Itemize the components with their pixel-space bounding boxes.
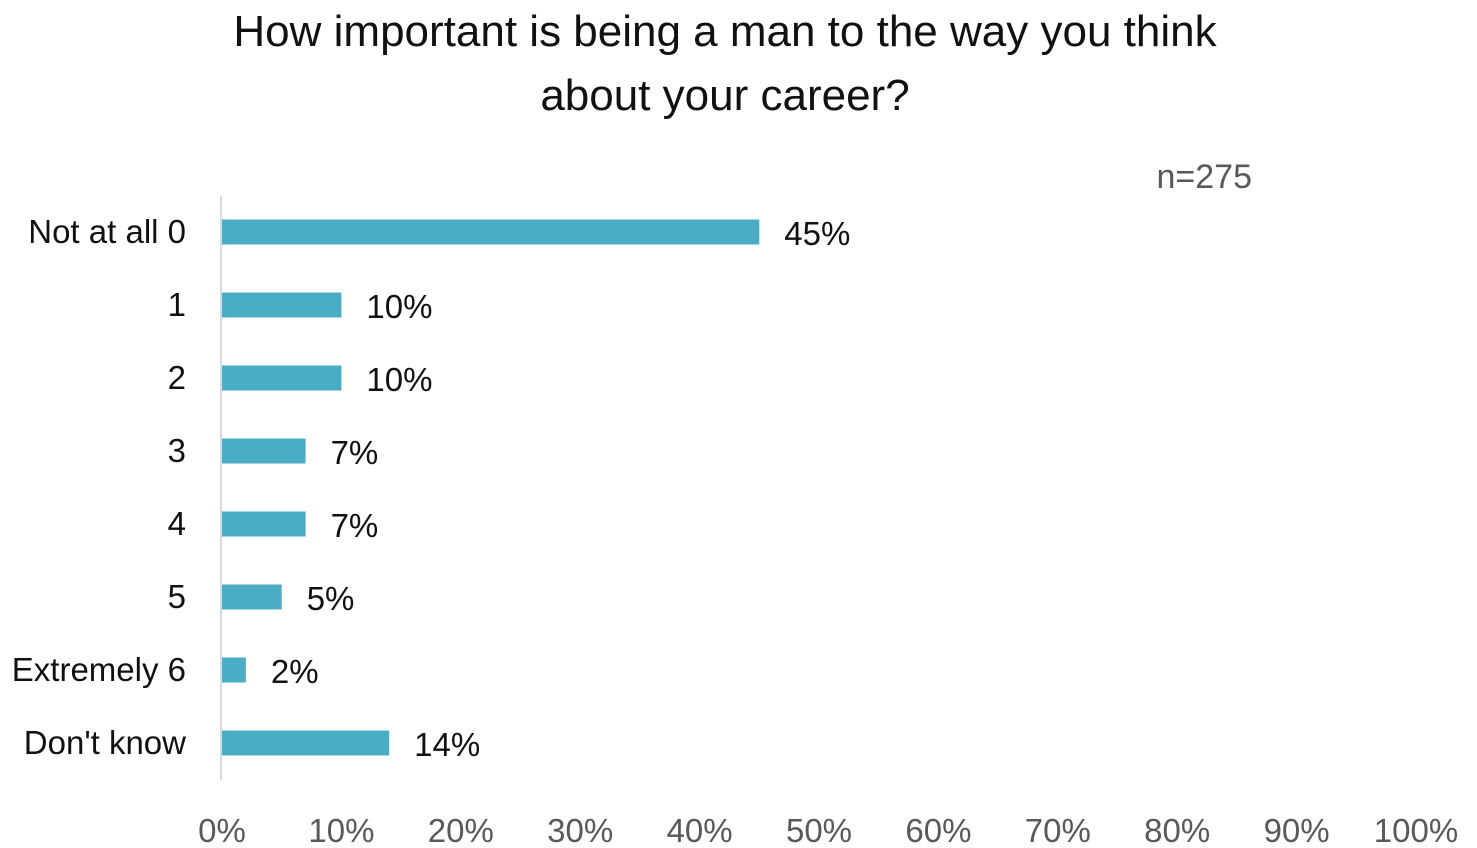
- category-label: Not at all 0: [28, 213, 186, 250]
- category-label: 4: [168, 505, 186, 542]
- bar: [222, 730, 390, 756]
- bar: [222, 292, 342, 318]
- category-label: 5: [168, 578, 186, 615]
- x-tick-label: 100%: [1374, 812, 1458, 848]
- chart-title-line-1: How important is being a man to the way …: [233, 7, 1217, 56]
- bar: [222, 511, 306, 537]
- sample-size-annotation: n=275: [1156, 158, 1253, 196]
- data-label: 7%: [331, 507, 379, 544]
- category-label: Extremely 6: [12, 651, 186, 688]
- category-label: 2: [168, 359, 186, 396]
- chart-title: How important is being a man to the way …: [120, 0, 1330, 128]
- data-label: 45%: [784, 215, 850, 252]
- data-label: 2%: [271, 653, 319, 690]
- x-tick-label: 40%: [667, 812, 733, 848]
- x-tick-label: 50%: [786, 812, 852, 848]
- x-tick-label: 10%: [308, 812, 374, 848]
- bar: [222, 657, 246, 683]
- category-label: Don't know: [24, 724, 186, 761]
- category-label: 1: [168, 286, 186, 323]
- x-tick-label: 80%: [1144, 812, 1210, 848]
- x-tick-label: 30%: [547, 812, 613, 848]
- chart-title-line-2: about your career?: [540, 71, 910, 120]
- x-tick-label: 60%: [905, 812, 971, 848]
- data-label: 7%: [331, 434, 379, 471]
- x-tick-label: 90%: [1264, 812, 1330, 848]
- bar: [222, 219, 760, 245]
- x-tick-label: 20%: [428, 812, 494, 848]
- bar: [222, 584, 282, 610]
- data-label: 14%: [414, 726, 480, 763]
- bar: [222, 438, 306, 464]
- data-label: 5%: [307, 580, 355, 617]
- data-label: 10%: [366, 288, 432, 325]
- category-label: 3: [168, 432, 186, 469]
- data-label: 10%: [366, 361, 432, 398]
- bar: [222, 365, 342, 391]
- x-tick-label: 70%: [1025, 812, 1091, 848]
- x-tick-label: 0%: [198, 812, 246, 848]
